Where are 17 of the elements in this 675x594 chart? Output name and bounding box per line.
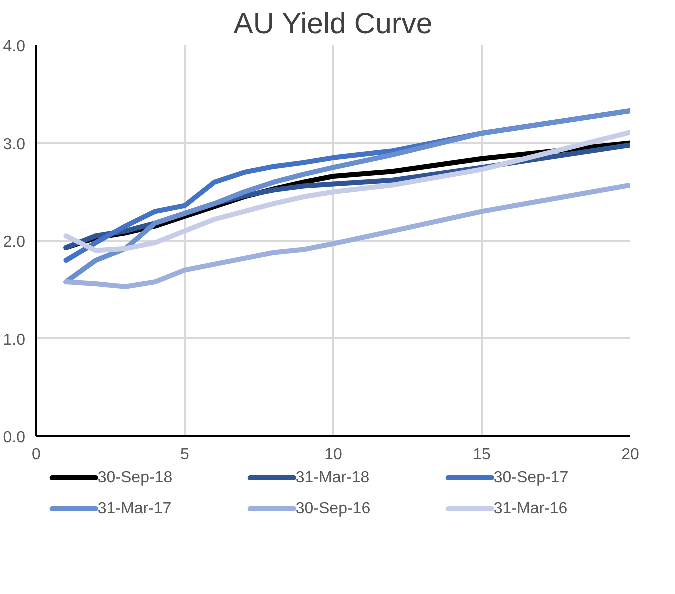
x-tick-label: 0: [32, 446, 42, 464]
y-tick-label: 4.0: [3, 38, 26, 56]
x-tick-label: 15: [473, 446, 491, 464]
y-tick-label: 2.0: [3, 234, 26, 251]
x-tick-label: 10: [324, 446, 342, 464]
chart-title: AU Yield Curve: [234, 8, 433, 40]
legend-label: 30-Sep-17: [494, 470, 569, 486]
y-tick-label: 0.0: [3, 430, 26, 446]
x-tick-label: 20: [622, 446, 640, 464]
legend-label: 31-Mar-18: [296, 470, 370, 486]
legend-label: 31-Mar-17: [98, 500, 172, 518]
y-tick-label: 3.0: [3, 136, 26, 154]
legend-label: 30-Sep-18: [98, 470, 173, 486]
x-tick-label: 5: [180, 446, 190, 464]
y-tick-label: 1.0: [3, 332, 26, 349]
legend-label: 30-Sep-16: [296, 500, 371, 518]
legend-label: 31-Mar-16: [494, 500, 568, 518]
